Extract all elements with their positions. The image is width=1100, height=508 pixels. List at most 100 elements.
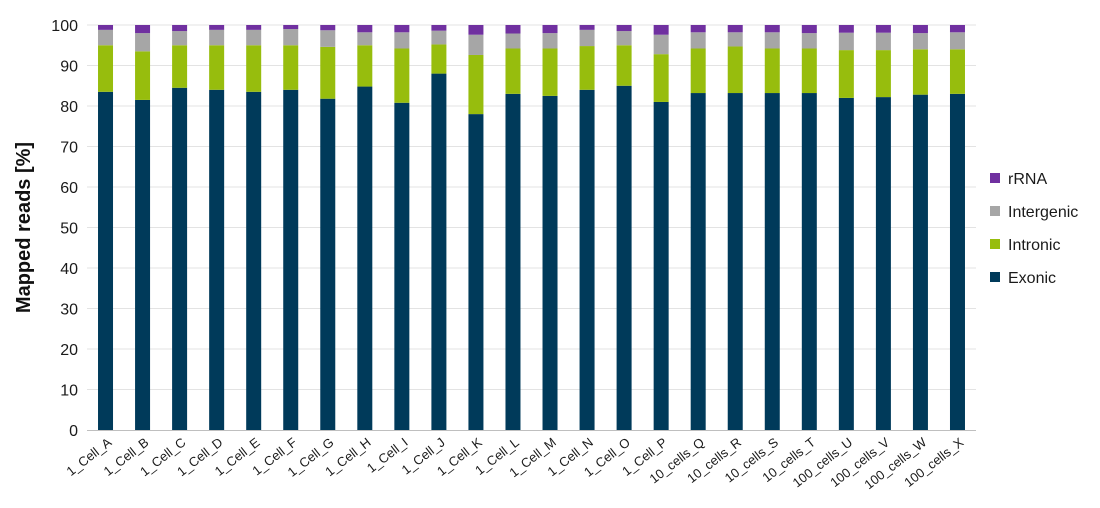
bar-segment-intronic bbox=[394, 48, 410, 103]
bar-segment-intergenic bbox=[690, 32, 706, 49]
bar-segment-intergenic bbox=[579, 29, 595, 47]
bar-segment-intergenic bbox=[172, 31, 188, 46]
bar-stack bbox=[98, 25, 114, 430]
bar-segment-exonic bbox=[283, 89, 299, 431]
bar-segment-intergenic bbox=[838, 32, 854, 51]
bar-stack bbox=[209, 25, 225, 431]
bar-segment-rrna bbox=[616, 25, 632, 32]
bar-segment-intergenic bbox=[357, 32, 373, 46]
bar-segment-exonic bbox=[579, 89, 595, 431]
bar-stack bbox=[357, 25, 373, 430]
bar-segment-intergenic bbox=[283, 29, 299, 46]
bar-segment-exonic bbox=[690, 93, 706, 430]
bar-stack bbox=[431, 25, 447, 430]
bar-stack bbox=[172, 25, 188, 430]
legend-swatch bbox=[990, 239, 1000, 249]
bar-segment-rrna bbox=[394, 25, 410, 33]
bar-segment-intronic bbox=[912, 49, 928, 95]
legend-swatch bbox=[990, 272, 1000, 282]
bar-segment-rrna bbox=[579, 25, 595, 30]
bar-stack bbox=[949, 25, 965, 430]
bar-segment-exonic bbox=[949, 93, 965, 430]
bar-stack bbox=[135, 25, 151, 431]
bar-segment-intergenic bbox=[801, 33, 817, 49]
bar-segment-intergenic bbox=[246, 29, 262, 46]
bar-segment-intergenic bbox=[431, 30, 447, 45]
bar-stack bbox=[616, 25, 632, 430]
bar-stack bbox=[690, 25, 706, 430]
bar-stack bbox=[246, 25, 262, 430]
bar-segment-intronic bbox=[949, 49, 965, 94]
bar-segment-intronic bbox=[727, 46, 743, 94]
gridlines bbox=[87, 24, 976, 390]
legend-label: Intergenic bbox=[1008, 204, 1078, 221]
y-tick-label: 90 bbox=[60, 59, 78, 76]
bar-segment-intronic bbox=[838, 50, 854, 98]
bar-segment-intronic bbox=[616, 45, 632, 86]
bar-segment-rrna bbox=[838, 25, 854, 33]
bar-segment-rrna bbox=[912, 25, 928, 34]
legend-label: Exonic bbox=[1008, 270, 1056, 287]
y-tick-label: 40 bbox=[60, 261, 78, 278]
bar-segment-exonic bbox=[875, 97, 891, 430]
bar-segment-intergenic bbox=[505, 33, 521, 49]
bar-segment-rrna bbox=[875, 25, 891, 33]
bar-stack bbox=[801, 25, 817, 430]
bar-segment-rrna bbox=[135, 25, 151, 34]
bar-segment-exonic bbox=[246, 91, 262, 430]
bar-segment-exonic bbox=[764, 93, 780, 430]
bar-segment-intronic bbox=[135, 51, 151, 100]
bar-segment-intergenic bbox=[98, 29, 114, 46]
bar-segment-intergenic bbox=[320, 30, 336, 47]
bar-segment-rrna bbox=[505, 25, 521, 34]
bar-stack bbox=[764, 25, 780, 430]
bar-segment-intergenic bbox=[209, 29, 225, 46]
bar-segment-rrna bbox=[468, 25, 484, 35]
bar-segment-exonic bbox=[431, 73, 447, 430]
bar-segment-rrna bbox=[320, 25, 336, 31]
bar-segment-intronic bbox=[690, 48, 706, 94]
bar-segment-intergenic bbox=[394, 32, 410, 49]
bar-segment-intronic bbox=[172, 45, 188, 88]
y-tick-label: 50 bbox=[60, 221, 78, 238]
y-tick-label: 100 bbox=[51, 18, 78, 35]
legend: rRNA Intergenic Intronic Exonic bbox=[990, 171, 1078, 287]
bar-segment-exonic bbox=[801, 93, 817, 430]
bar-segment-intronic bbox=[875, 50, 891, 98]
bar-segment-intergenic bbox=[135, 33, 151, 52]
bar-segment-intronic bbox=[320, 46, 336, 99]
legend-item: Intergenic bbox=[990, 204, 1078, 221]
bar-stack bbox=[320, 25, 336, 431]
bar-stack bbox=[283, 25, 299, 431]
y-tick-label: 20 bbox=[60, 342, 78, 359]
bar-segment-exonic bbox=[320, 98, 336, 431]
bar-segment-rrna bbox=[653, 25, 669, 35]
bar-stack bbox=[542, 25, 558, 431]
bar-segment-intronic bbox=[468, 54, 484, 115]
bar-segment-intergenic bbox=[912, 33, 928, 50]
legend-label: Intronic bbox=[1008, 237, 1060, 254]
bar-stack bbox=[579, 25, 595, 431]
bar-segment-intronic bbox=[283, 45, 299, 90]
y-tick-label: 10 bbox=[60, 383, 78, 400]
bars bbox=[98, 25, 965, 431]
bar-segment-rrna bbox=[764, 25, 780, 33]
bar-segment-rrna bbox=[357, 25, 373, 33]
bar-segment-intronic bbox=[542, 48, 558, 96]
bar-segment-intergenic bbox=[727, 32, 743, 47]
bar-segment-exonic bbox=[135, 99, 151, 431]
bar-segment-exonic bbox=[653, 101, 669, 430]
bar-segment-intronic bbox=[431, 44, 447, 74]
bar-segment-intronic bbox=[98, 45, 114, 92]
bar-segment-intergenic bbox=[875, 32, 891, 51]
bar-segment-intronic bbox=[764, 48, 780, 94]
bar-segment-rrna bbox=[431, 25, 447, 31]
y-tick-label: 80 bbox=[60, 99, 78, 116]
bar-segment-intergenic bbox=[542, 33, 558, 49]
bar-stack bbox=[653, 25, 669, 430]
y-tick-label: 0 bbox=[69, 423, 78, 440]
bar-segment-intergenic bbox=[764, 32, 780, 49]
y-tick-label: 60 bbox=[60, 180, 78, 197]
